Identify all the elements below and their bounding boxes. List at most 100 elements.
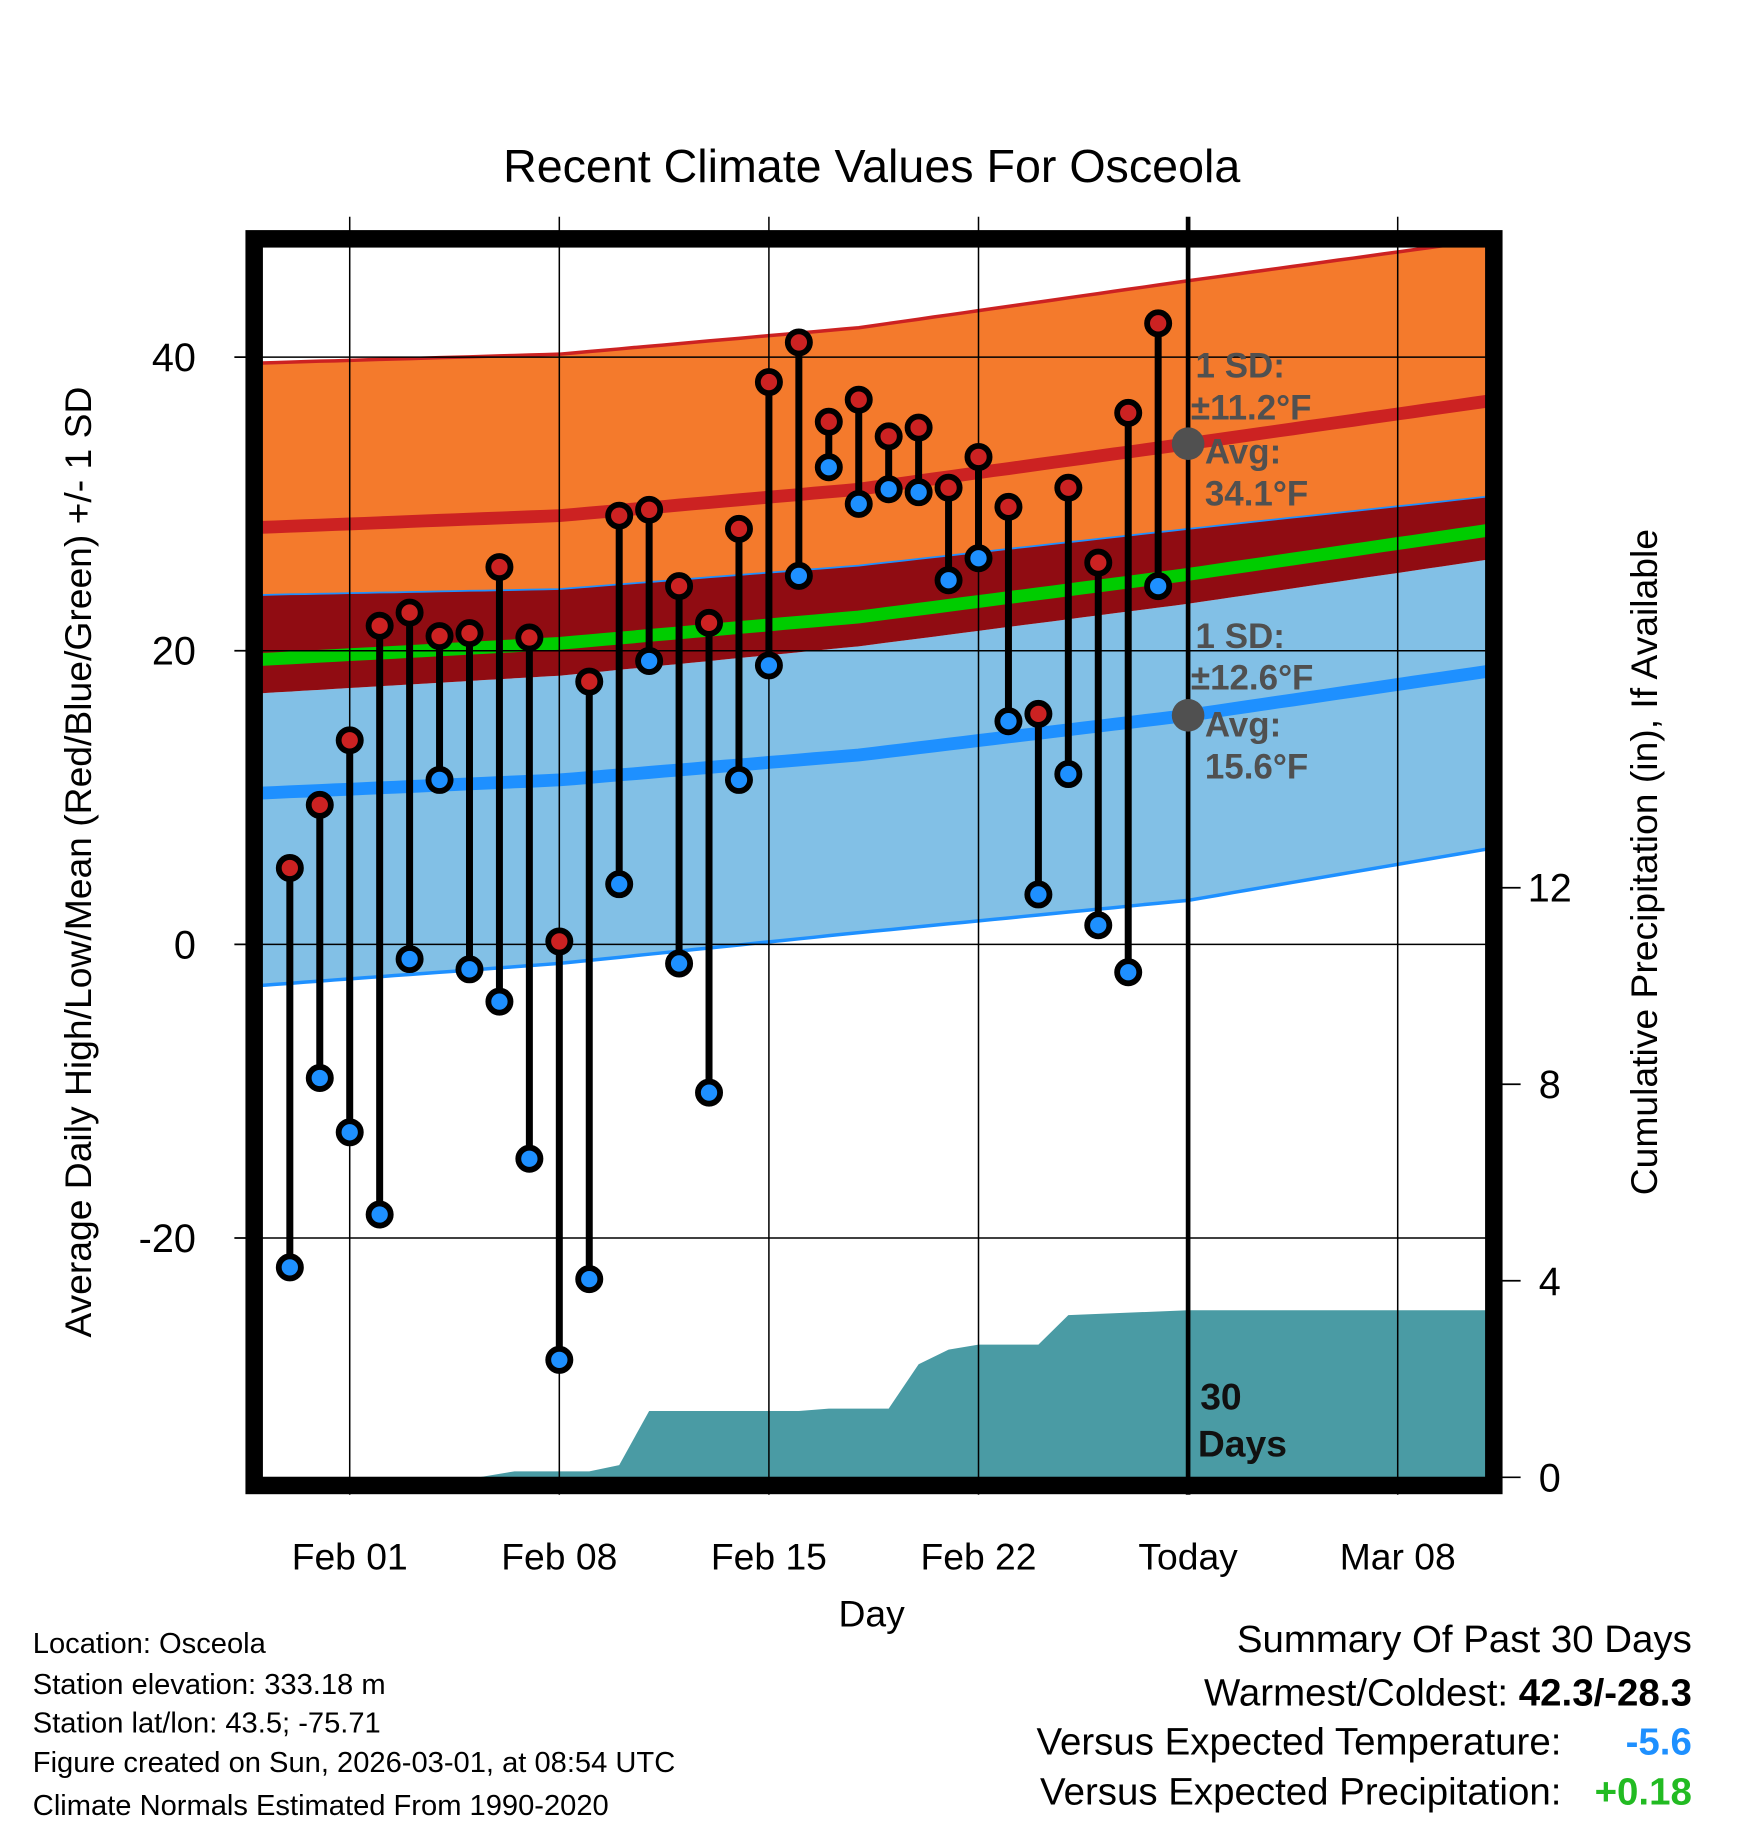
- daily-low-point: [934, 566, 963, 595]
- low-sd-value: ±12.6°F: [1191, 659, 1314, 698]
- info-created: Figure created on Sun, 2026-03-01, at 08…: [33, 1747, 675, 1779]
- info-normals: Climate Normals Estimated From 1990-2020: [33, 1790, 609, 1822]
- x-tick-label: Today: [1138, 1535, 1238, 1577]
- x-axis-label: Day: [839, 1592, 906, 1634]
- daily-high-point: [724, 514, 753, 543]
- daily-low-point: [665, 949, 694, 978]
- daily-high-point: [1144, 309, 1173, 338]
- daily-low-point: [1144, 572, 1173, 601]
- daily-low-point: [485, 987, 514, 1016]
- y-tick-label: 20: [152, 630, 196, 674]
- y-tick-label: -20: [139, 1217, 196, 1261]
- info-elevation: Station elevation: 333.18 m: [33, 1669, 386, 1701]
- daily-high-point: [1084, 548, 1113, 577]
- daily-low-point: [1114, 958, 1143, 987]
- daily-low-point: [964, 544, 993, 573]
- daily-low-point: [724, 765, 753, 794]
- daily-high-point: [305, 790, 334, 819]
- daily-low-point: [754, 651, 783, 680]
- daily-high-point: [395, 598, 424, 627]
- daily-high-point: [1024, 699, 1053, 728]
- daily-low-point: [1084, 911, 1113, 940]
- x-tick-label: Feb 01: [292, 1535, 408, 1577]
- precip-area: [262, 1310, 1486, 1478]
- daily-low-point: [1024, 880, 1053, 909]
- low-avg-label: Avg:: [1205, 705, 1281, 744]
- x-tick-label: Mar 08: [1340, 1535, 1456, 1577]
- daily-low-point: [605, 870, 634, 899]
- daily-low-point: [305, 1063, 334, 1092]
- warmest-label: Warmest/Coldest:: [1204, 1672, 1519, 1715]
- daily-high-point: [665, 572, 694, 601]
- days-label-text: Days: [1198, 1422, 1287, 1464]
- x-tick-label: Feb 22: [920, 1535, 1036, 1577]
- plot-area: Feb 01 Feb 08 Feb 15 Feb 22 Today Mar 0840200…: [139, 216, 1572, 1577]
- y-axis-label: Average Daily High/Low/Mean (Red/Blue/Gr…: [57, 387, 99, 1338]
- plot-frame: [245, 230, 1503, 1495]
- warmest-value: 42.3/-28.3: [1519, 1672, 1692, 1715]
- station-info: Location: Osceola Station elevation: 333…: [33, 1628, 675, 1822]
- y-tick-label: 0: [174, 923, 196, 967]
- daily-low-point: [994, 707, 1023, 736]
- daily-low-point: [635, 647, 664, 675]
- daily-low-point: [1054, 760, 1083, 789]
- high-sd-label: 1 SD:: [1196, 346, 1285, 385]
- y2-tick-label: 8: [1539, 1063, 1561, 1107]
- low-mean-line: [262, 665, 1486, 800]
- daily-high-point: [365, 611, 394, 640]
- high-sd-band: [262, 246, 1486, 595]
- daily-high-point: [994, 492, 1023, 521]
- daily-high-point: [575, 667, 604, 696]
- summary-title: Summary Of Past 30 Days: [1237, 1618, 1692, 1661]
- daily-low-point: [575, 1265, 604, 1294]
- x-tick-label: Feb 08: [501, 1535, 617, 1577]
- daily-high-point: [964, 442, 993, 471]
- low-sd-label: 1 SD:: [1196, 617, 1285, 656]
- daily-high-point: [934, 473, 963, 502]
- daily-high-point: [545, 927, 574, 956]
- precip-value: +0.18: [1595, 1771, 1692, 1814]
- daily-high-point: [844, 385, 873, 414]
- daily-high-point: [1114, 398, 1143, 427]
- temp-label: Versus Expected Temperature:: [1036, 1721, 1561, 1764]
- daily-high-point: [425, 622, 454, 651]
- high-avg-marker: [1171, 427, 1205, 461]
- mean-line: [262, 524, 1486, 666]
- y2-tick-label: 12: [1528, 867, 1572, 911]
- daily-low-point: [784, 561, 813, 590]
- high-mean-line: [262, 394, 1486, 534]
- daily-low-point: [904, 478, 933, 507]
- daily-high-point: [904, 413, 933, 442]
- daily-high-point: [515, 623, 544, 652]
- daily-low-point: [455, 955, 484, 984]
- daily-low-point: [425, 765, 454, 794]
- y2-tick-label: 0: [1539, 1456, 1561, 1500]
- precip-label: Versus Expected Precipitation:: [1040, 1771, 1561, 1814]
- daily-high-point: [1054, 473, 1083, 502]
- daily-low-point: [365, 1200, 394, 1229]
- y-tick-label: 40: [152, 336, 196, 380]
- high-sd-value: ±11.2°F: [1191, 388, 1312, 427]
- daily-high-point: [605, 501, 634, 530]
- summary-warmest-coldest: Warmest/Coldest: 42.3/-28.3: [1204, 1672, 1692, 1715]
- daily-high-point: [754, 368, 783, 397]
- daily-low-point: [515, 1144, 544, 1173]
- days-label-number: 30: [1200, 1376, 1241, 1418]
- daily-high-point: [335, 726, 364, 755]
- high-avg-label: Avg:: [1205, 433, 1281, 472]
- daily-low-point: [335, 1118, 364, 1147]
- high-avg-value: 34.1°F: [1205, 475, 1308, 514]
- daily-high-point: [275, 854, 304, 883]
- daily-high-point: [485, 553, 514, 582]
- info-location: Location: Osceola: [33, 1628, 267, 1660]
- low-sd-band: [262, 559, 1486, 986]
- summary-box: Summary Of Past 30 Days Warmest/Coldest:…: [1036, 1618, 1691, 1814]
- daily-high-point: [695, 608, 724, 637]
- daily-low-point: [874, 475, 903, 504]
- daily-high-point: [455, 619, 484, 648]
- plot-content: [262, 246, 1486, 1478]
- daily-low-point: [844, 489, 873, 518]
- daily-high-point: [635, 495, 664, 524]
- info-latlon: Station lat/lon: 43.5; -75.71: [33, 1707, 381, 1739]
- chart-title: Recent Climate Values For Osceola: [503, 140, 1240, 192]
